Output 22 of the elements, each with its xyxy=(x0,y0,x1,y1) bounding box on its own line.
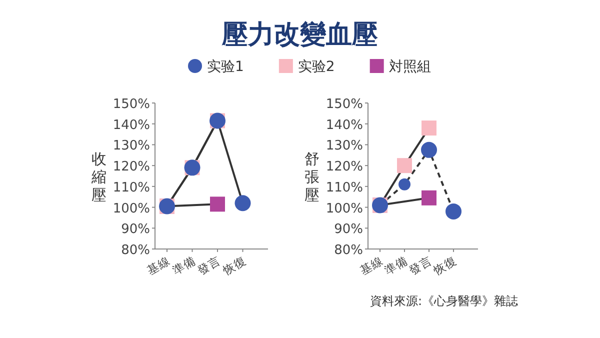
y-tick-label: 150% xyxy=(112,97,150,112)
y-tick-label: 130% xyxy=(326,138,363,154)
legend-label: 対照組 xyxy=(388,59,431,75)
source-note: 資料來源:《心身醫學》雜誌 xyxy=(370,294,518,308)
y-axis-title: 舒張壓 xyxy=(304,150,320,204)
y-tick-label: 120% xyxy=(326,160,363,175)
y-tick-label: 150% xyxy=(326,97,363,112)
y-tick-label: 130% xyxy=(112,138,150,154)
y-tick-label: 140% xyxy=(326,118,363,133)
legend-label: 实验1 xyxy=(207,59,244,75)
y-tick-label: 90% xyxy=(334,222,363,238)
y-tick-label: 90% xyxy=(121,222,150,238)
y-axis-title: 收縮壓 xyxy=(90,150,106,204)
y-tick-label: 110% xyxy=(326,180,363,196)
x-tick-label: 準備 xyxy=(170,253,198,278)
y-tick-label: 100% xyxy=(326,201,363,216)
y-tick-label: 100% xyxy=(112,201,150,216)
y-tick-label: 140% xyxy=(112,118,150,133)
y-tick-label: 120% xyxy=(112,160,150,175)
legend-label: 实验2 xyxy=(298,59,335,75)
chart-title: 壓力改變血壓 xyxy=(221,20,378,50)
y-tick-label: 110% xyxy=(112,180,150,196)
